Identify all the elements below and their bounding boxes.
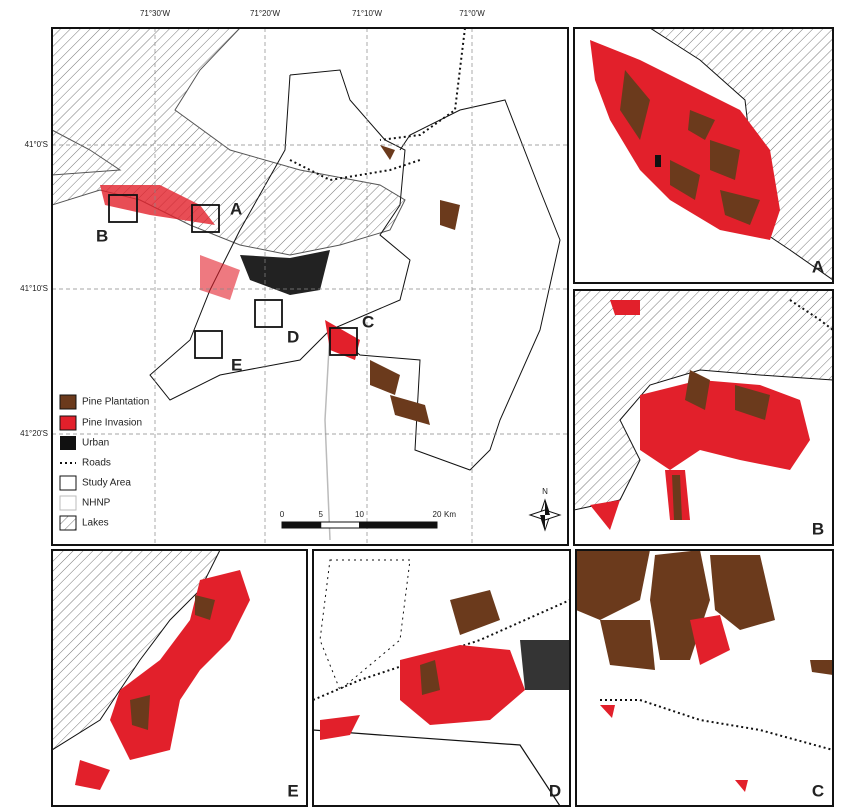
scale-bar: 0 5 10 20 Km [280, 510, 456, 529]
legend-label: Urban [82, 438, 109, 449]
panel-c [576, 550, 833, 792]
scale-segment [320, 521, 360, 529]
lat-label: 41°20'S [20, 429, 48, 438]
panel-label: D [549, 781, 561, 800]
north-label: N [542, 487, 548, 496]
panel-label: B [812, 519, 824, 538]
legend-label: Lakes [82, 518, 109, 529]
legend-label: Roads [82, 458, 111, 469]
panel-label: A [812, 257, 824, 276]
lon-label: 71°20'W [250, 9, 281, 18]
box-label: E [231, 355, 242, 374]
scale-segment [359, 521, 438, 529]
box-label: B [96, 226, 108, 245]
panel-b [574, 290, 833, 530]
panel-e [52, 550, 250, 790]
panel-label: E [287, 781, 298, 800]
lat-label: 41°0'S [25, 140, 48, 149]
legend-label: NHNP [82, 498, 111, 509]
scale-label: 0 [280, 510, 285, 519]
panel-d [313, 559, 570, 806]
lon-label: 71°30'W [140, 9, 171, 18]
legend-label: Study Area [82, 478, 131, 489]
legend: Pine Plantation Pine Invasion Urban Road… [59, 394, 149, 531]
lon-label: 71°0'W [459, 9, 485, 18]
box-label: D [287, 327, 299, 346]
scale-label: 20 [433, 510, 442, 519]
legend-label: Pine Plantation [82, 397, 149, 408]
legend-label: Pine Invasion [82, 418, 142, 429]
box-label: A [230, 199, 242, 218]
lat-label: 41°10'S [20, 284, 48, 293]
lon-label: 71°10'W [352, 9, 383, 18]
panel-a [590, 28, 833, 281]
scale-label: 10 [355, 510, 364, 519]
north-arrow: N [528, 487, 562, 532]
panel-label: C [812, 781, 824, 800]
scale-unit: Km [444, 510, 456, 519]
scale-segment [281, 521, 322, 529]
scale-label: 5 [319, 510, 324, 519]
box-label: C [362, 312, 374, 331]
main-map [52, 28, 568, 545]
